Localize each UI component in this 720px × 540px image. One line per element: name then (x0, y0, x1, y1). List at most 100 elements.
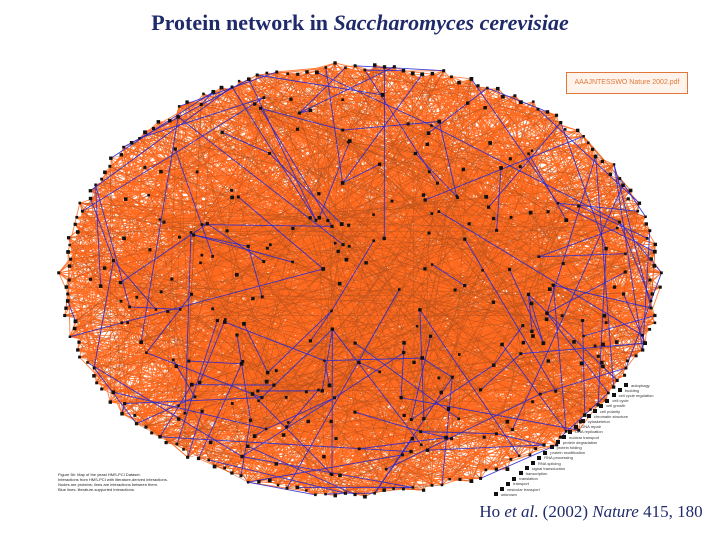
protein-node (442, 69, 446, 73)
interaction-edge (438, 211, 643, 336)
legend-label: translation (519, 476, 538, 482)
protein-node (199, 261, 202, 265)
protein-node (422, 488, 426, 492)
category-legend: autophagy budding cell cycle regulation cel… (446, 382, 676, 500)
interaction-edge (623, 203, 640, 295)
protein-node (648, 278, 652, 282)
interaction-edge (101, 131, 146, 180)
pdf-stamp: AAAJNTESSWO Nature 2002.pdf (566, 72, 688, 94)
interaction-edge (276, 67, 326, 73)
protein-node (284, 396, 288, 399)
interaction-edge (322, 198, 629, 392)
protein-node (457, 417, 460, 421)
interaction-edge (337, 251, 599, 406)
interaction-edge (385, 393, 541, 470)
protein-node (168, 118, 172, 123)
interaction-edge (258, 328, 333, 402)
protein-node (315, 70, 319, 75)
legend-node-icon (593, 409, 597, 413)
interaction-edge (471, 78, 559, 204)
interaction-edge (68, 73, 288, 281)
protein-node (317, 192, 321, 196)
protein-node (276, 483, 280, 487)
interaction-edge (463, 169, 611, 175)
protein-node (364, 261, 368, 265)
protein-node (601, 342, 605, 347)
interaction-edge (186, 101, 238, 275)
title-species: Saccharomyces cerevisiae (333, 10, 569, 35)
interaction-edge (538, 253, 626, 258)
protein-node (486, 86, 489, 90)
interaction-edge (165, 251, 655, 443)
interaction-edge (240, 420, 251, 476)
citation-volume: 415, 180 (638, 502, 703, 521)
interaction-edge (319, 197, 458, 219)
protein-node (88, 196, 93, 201)
legend-item: cell cycle (605, 398, 629, 404)
protein-node (510, 428, 514, 432)
protein-node (327, 383, 332, 388)
protein-node (555, 443, 559, 447)
interaction-edge (379, 164, 651, 281)
interaction-edge (327, 220, 428, 451)
protein-node (251, 296, 255, 301)
protein-node (323, 359, 326, 362)
interaction-edge (198, 363, 243, 459)
legend-item: RNA processing (537, 455, 573, 461)
legend-label: transcription (525, 470, 548, 476)
protein-node (192, 233, 196, 237)
protein-node (139, 340, 143, 345)
protein-node (186, 455, 190, 459)
interaction-edge (493, 364, 604, 367)
protein-node (198, 380, 202, 385)
citation: Ho et al. (2002) Nature 415, 180 (466, 498, 716, 526)
protein-node (260, 295, 264, 299)
interaction-edge (90, 198, 114, 261)
protein-node (479, 476, 483, 480)
interaction-edge (330, 438, 413, 475)
interaction-edge (123, 94, 383, 239)
interaction-edge (419, 309, 425, 419)
protein-node (423, 198, 427, 202)
protein-node (402, 487, 405, 491)
interaction-edge (74, 244, 344, 329)
protein-node (274, 369, 278, 372)
interaction-edge (136, 294, 529, 298)
interaction-edge (93, 367, 161, 438)
interaction-edge (212, 308, 425, 420)
protein-node (380, 93, 385, 97)
protein-node (305, 70, 309, 74)
protein-node (419, 430, 423, 434)
interaction-edge (241, 456, 413, 488)
interaction-edge (146, 352, 263, 399)
protein-node (450, 437, 454, 441)
legend-item: signal transduction (524, 465, 565, 471)
protein-node (185, 100, 189, 104)
protein-node (337, 281, 342, 286)
protein-node (159, 290, 163, 294)
interaction-edge (411, 364, 495, 420)
protein-node (123, 402, 127, 405)
protein-node (555, 113, 559, 117)
interaction-edge (401, 397, 579, 431)
protein-node (508, 267, 511, 271)
legend-node-icon (500, 487, 504, 491)
protein-node (546, 210, 550, 214)
protein-node (260, 396, 264, 400)
interaction-edge (178, 210, 638, 420)
interaction-edge (421, 82, 460, 445)
interaction-edge (145, 101, 522, 428)
protein-node (653, 242, 657, 247)
protein-node (264, 379, 269, 384)
protein-node (463, 237, 467, 241)
interaction-edge (193, 234, 347, 260)
legend-node-icon (524, 466, 529, 471)
protein-node (450, 75, 453, 79)
interaction-edge (480, 293, 653, 391)
protein-node (378, 370, 382, 374)
interaction-edge (520, 342, 646, 355)
interaction-edge (124, 397, 262, 404)
protein-node (382, 65, 387, 69)
interaction-edge (431, 125, 607, 249)
interaction-edge (315, 289, 400, 495)
